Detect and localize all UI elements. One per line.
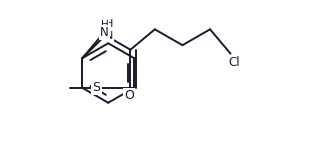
Text: H: H — [101, 20, 108, 30]
Text: H
N: H N — [105, 19, 113, 41]
Text: N: N — [100, 26, 109, 39]
Text: O: O — [124, 89, 134, 102]
Text: S: S — [92, 81, 100, 94]
Text: Cl: Cl — [228, 56, 240, 69]
